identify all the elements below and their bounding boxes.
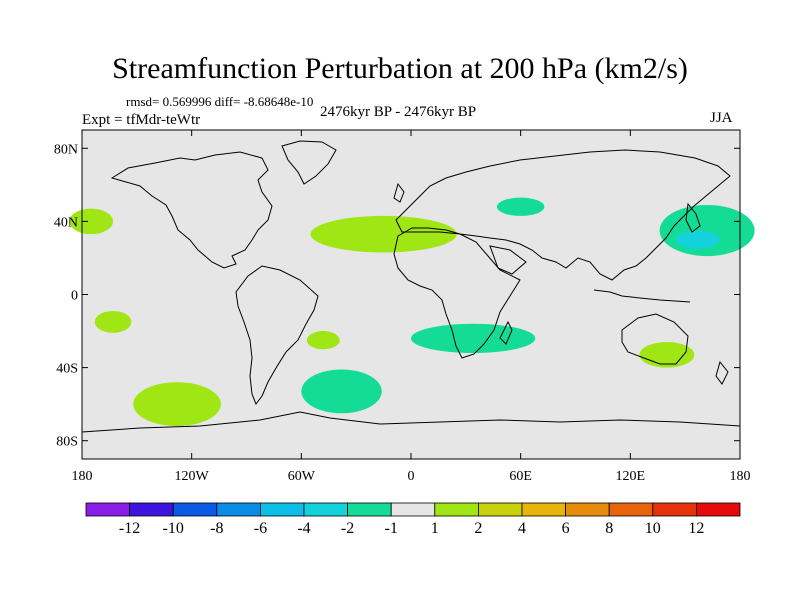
coastline-australia	[621, 313, 689, 365]
coastline-africa	[393, 227, 521, 359]
coastline-south-america	[235, 265, 319, 406]
coastline-japan	[685, 202, 701, 233]
colorbar-label: -1	[385, 520, 398, 537]
season-label: JJA	[710, 110, 733, 126]
colorbar-label: 8	[605, 520, 613, 537]
colorbar-box	[216, 502, 261, 517]
colorbar-label: -8	[210, 520, 223, 537]
south-america-positive-anomaly	[306, 331, 340, 350]
central-asia-negative-anomaly	[496, 197, 545, 216]
colorbar-label: -2	[341, 520, 354, 537]
map-panel: 80N 40N 0 40S 80S 180 120W 60W 0 60E 120E 180	[54, 129, 755, 484]
coastline-indonesia	[593, 289, 691, 303]
coastline-antarctica	[81, 411, 741, 433]
y-tick-label: 80N	[54, 142, 78, 157]
colorbar-box	[303, 502, 348, 517]
colorbar: -12 -10 -8 -6 -4 -2 -1 1 2 4 6 8 10 12	[85, 502, 741, 537]
colorbar-box	[129, 502, 174, 517]
x-tick-label: 180	[730, 469, 751, 484]
north-atlantic-positive-anomaly	[310, 215, 457, 253]
colorbar-label: -12	[119, 520, 140, 537]
experiment-label: Expt = tfMdr-teWtr	[82, 112, 201, 128]
coastline-arabia	[489, 245, 527, 275]
coastlines	[81, 140, 741, 433]
y-tick-label: 40S	[56, 362, 78, 377]
y-tick-label: 80S	[56, 435, 78, 450]
colorbar-box	[696, 502, 741, 517]
coastline-new-zealand	[715, 360, 729, 385]
east-asia-pacific-core-negative-anomaly	[676, 230, 720, 249]
coastline-uk	[393, 182, 405, 203]
plot-title: Streamfunction Perturbation at 200 hPa (…	[112, 52, 688, 85]
colorbar-box	[85, 502, 130, 517]
north-pacific-east-positive-anomaly	[69, 208, 114, 235]
south-pacific-midlat-positive-anomaly	[133, 382, 221, 427]
coastline-eurasia	[395, 149, 731, 281]
colorbar-box	[521, 502, 566, 517]
colorbar-box	[390, 502, 436, 517]
colorbar-box	[608, 502, 654, 517]
y-tick-label: 40N	[54, 215, 78, 230]
colorbar-label: 2	[474, 520, 482, 537]
colorbar-box	[652, 502, 697, 517]
south-atlantic-midlat-negative-anomaly	[301, 369, 382, 414]
colorbar-box	[477, 502, 523, 517]
x-tick-label: 120W	[175, 469, 210, 484]
x-tick-label: 60W	[288, 469, 316, 484]
south-atlantic-africa-negative-anomaly	[411, 323, 536, 353]
coastline-madagascar	[499, 320, 513, 345]
coastline-greenland	[281, 140, 337, 185]
south-pacific-tropical-positive-anomaly	[94, 310, 132, 333]
anomaly-layer	[69, 197, 755, 427]
colorbar-box	[565, 502, 610, 517]
longitude-axis: 180 120W 60W 0 60E 120E 180	[72, 130, 751, 484]
stats-text: rmsd= 0.569996 diff= -8.68648e-10	[126, 94, 314, 109]
colorbar-label: 10	[645, 520, 661, 537]
period-label: 2476kyr BP - 2476kyr BP	[320, 104, 477, 120]
y-tick-label: 0	[71, 289, 78, 304]
colorbar-label: -6	[254, 520, 267, 537]
colorbar-box	[347, 502, 392, 517]
colorbar-label: 6	[562, 520, 570, 537]
latitude-axis: 80N 40N 0 40S 80S	[54, 142, 740, 450]
x-tick-label: 180	[72, 469, 93, 484]
colorbar-label: -4	[297, 520, 310, 537]
colorbar-box	[259, 502, 305, 517]
x-tick-label: 0	[408, 469, 415, 484]
colorbar-box	[172, 502, 218, 517]
x-tick-label: 60E	[509, 469, 532, 484]
colorbar-label: 12	[688, 520, 704, 537]
x-tick-label: 120E	[616, 469, 646, 484]
colorbar-label: -10	[163, 520, 184, 537]
colorbar-label: 4	[518, 520, 526, 537]
colorbar-box	[434, 502, 479, 517]
colorbar-label: 1	[431, 520, 439, 537]
coastline-north-america	[110, 151, 273, 269]
